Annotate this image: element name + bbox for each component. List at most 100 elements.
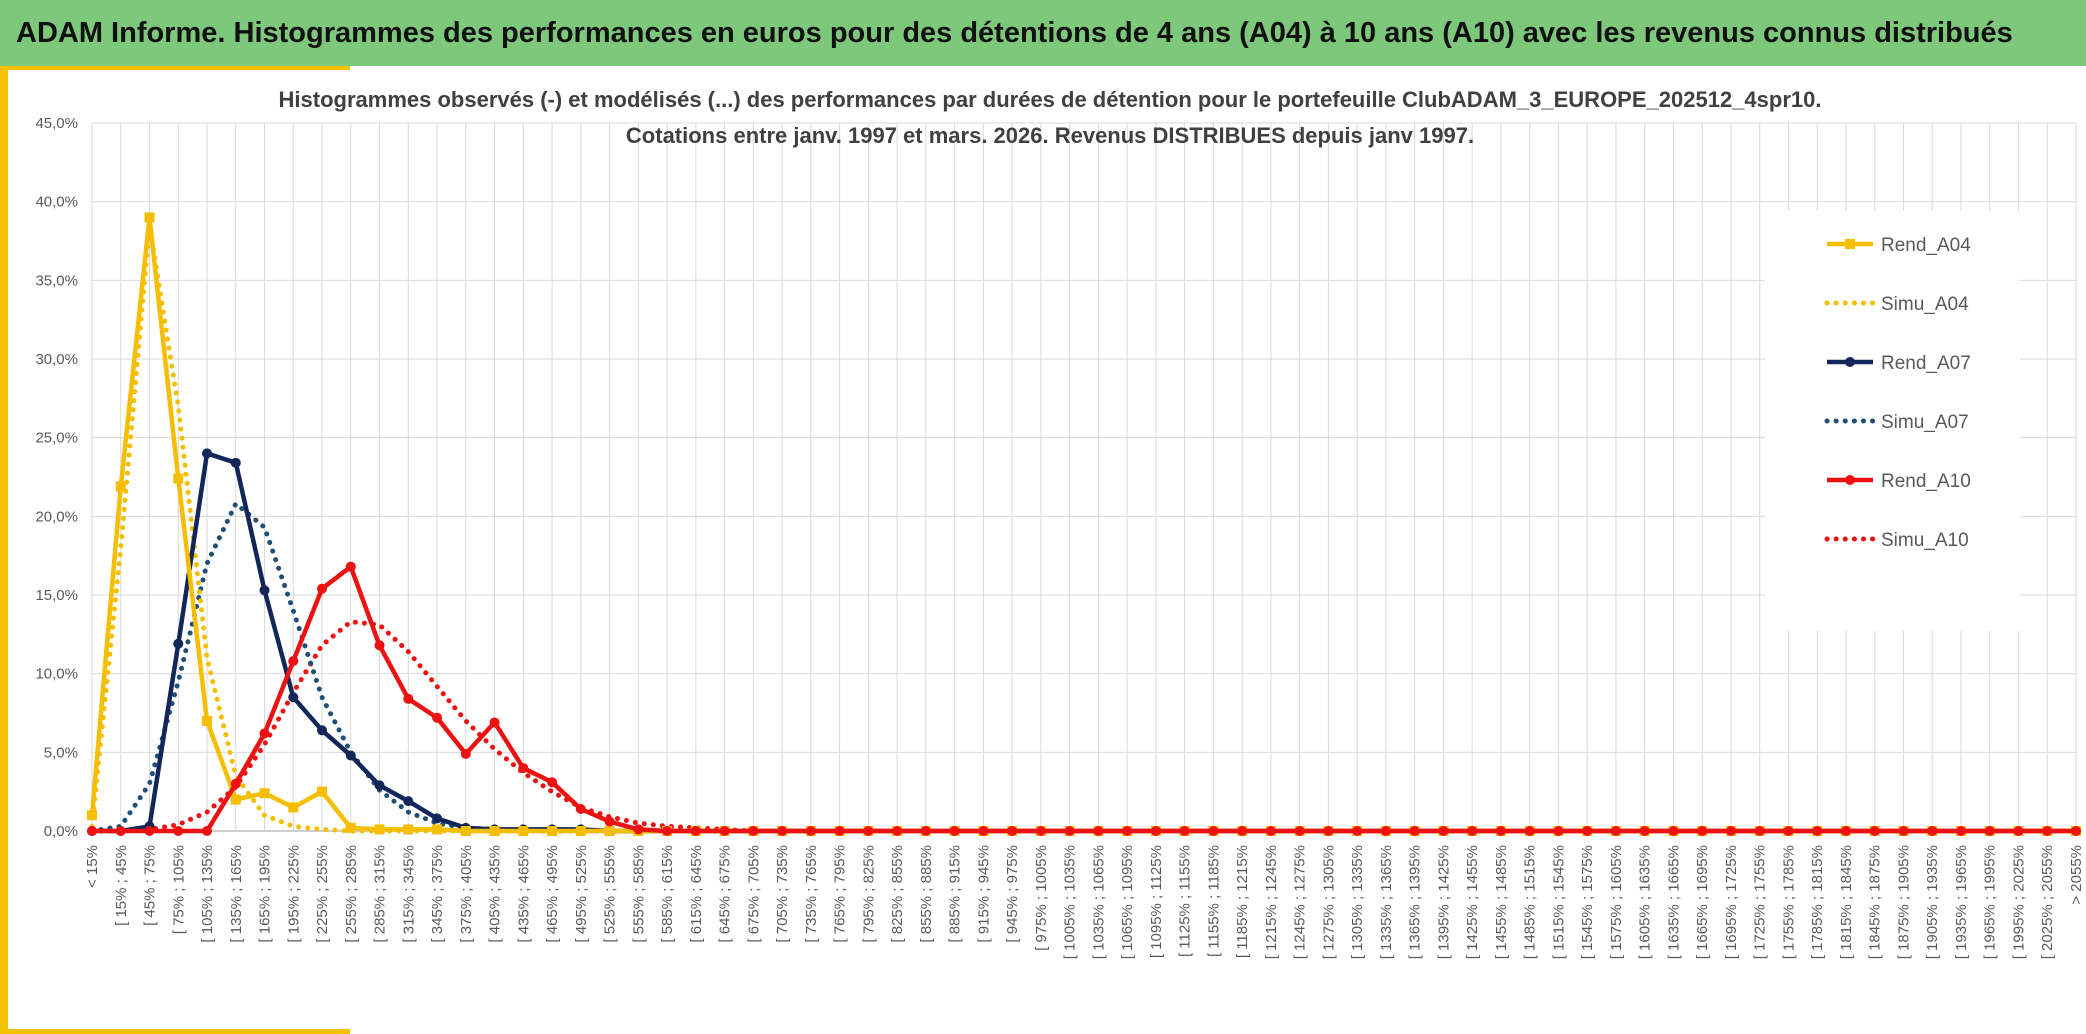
data-point — [690, 826, 701, 836]
x-tick-label: [ 225% ; 255% — [314, 845, 331, 943]
x-tick-label: [ 45% ; 75% — [142, 845, 159, 926]
x-tick-label: [ 1005% ; 1035% — [1062, 845, 1079, 959]
x-tick-label: [ 1185% ; 1215% — [1234, 845, 1251, 958]
accent-bar-bottom — [0, 1029, 350, 1034]
x-tick-label: [ 555% ; 585% — [630, 845, 647, 943]
data-point — [547, 826, 558, 836]
x-tick-label: [ 975% ; 1005% — [1033, 845, 1050, 951]
x-tick-label: [ 615% ; 645% — [688, 845, 705, 943]
data-point — [1812, 826, 1823, 836]
x-tick-label: [ 1335% ; 1365% — [1378, 845, 1395, 959]
data-point — [892, 826, 903, 836]
legend-marker — [1845, 239, 1855, 249]
x-tick-label: [ 1815% ; 1845% — [1838, 845, 1855, 959]
x-tick-label: [ 315% ; 345% — [400, 845, 417, 943]
x-tick-label: [ 705% ; 735% — [774, 845, 791, 943]
data-point — [1323, 826, 1334, 836]
data-point — [288, 656, 299, 667]
data-point — [777, 826, 788, 836]
x-tick-label: [ 915% ; 945% — [975, 845, 992, 943]
data-point — [202, 448, 213, 459]
x-tick-label: [ 1905% ; 1935% — [1924, 845, 1941, 959]
data-point — [374, 780, 385, 791]
data-point — [547, 777, 558, 788]
data-point — [173, 473, 184, 484]
legend: Rend_A04 Simu_A04 Rend_A07 Simu_A07 Rend_A10… — [1765, 211, 2020, 631]
data-point — [1122, 826, 1133, 836]
x-tick-label: [ 1755% ; 1785% — [1780, 845, 1797, 959]
data-point — [1668, 826, 1679, 836]
x-tick-label: [ 1455% ; 1485% — [1493, 845, 1510, 959]
data-point — [403, 824, 414, 835]
legend-label: Simu_A04 — [1881, 294, 1969, 315]
data-point — [460, 826, 471, 836]
x-tick-label: [ 1875% ; 1905% — [1895, 845, 1912, 959]
x-axis-ticks: < 15% [ 15% ; 45% [ 45% ; 75% [ 75% ; 105% [… — [84, 845, 2085, 959]
legend-background — [1765, 211, 2020, 631]
x-tick-label: [ 585% ; 615% — [659, 845, 676, 943]
data-point — [748, 826, 759, 836]
x-tick-label: [ 1035% ; 1065% — [1090, 845, 1107, 959]
x-tick-label: [ 1725% ; 1755% — [1752, 845, 1769, 959]
x-tick-label: [ 435% ; 465% — [515, 845, 532, 943]
x-tick-label: [ 495% ; 525% — [573, 845, 590, 943]
data-point — [202, 715, 213, 726]
data-point — [1869, 826, 1880, 836]
data-point — [432, 813, 443, 824]
chart-frame — [0, 66, 2086, 1034]
data-point — [1064, 826, 1075, 836]
data-point — [1093, 826, 1104, 836]
data-point — [1467, 826, 1478, 836]
data-point — [345, 822, 356, 833]
x-tick-label: [ 75% ; 105% — [170, 845, 187, 934]
data-point — [662, 826, 673, 836]
x-tick-label: [ 1785% ; 1815% — [1809, 845, 1826, 959]
x-tick-label: [ 1065% ; 1095% — [1119, 845, 1136, 959]
data-point — [1840, 826, 1851, 836]
legend-label: Simu_A10 — [1881, 530, 1969, 551]
x-tick-label: [ 1695% ; 1725% — [1723, 845, 1740, 959]
data-point — [1898, 826, 1909, 836]
x-tick-label: [ 255% ; 285% — [343, 845, 360, 943]
y-tick-label: 20,0% — [35, 508, 78, 525]
x-tick-label: [ 375% ; 405% — [458, 845, 475, 943]
data-point — [805, 826, 816, 836]
y-tick-label: 5,0% — [44, 744, 78, 761]
data-point — [173, 826, 184, 836]
data-point — [259, 788, 270, 799]
data-point — [1265, 826, 1276, 836]
series-line-simu-a10 — [89, 619, 2079, 834]
data-point — [374, 824, 385, 835]
data-point — [949, 826, 960, 836]
y-tick-label: 45,0% — [35, 115, 78, 132]
data-point — [1035, 826, 1046, 836]
data-point — [1208, 826, 1219, 836]
data-point — [432, 712, 443, 723]
legend-label: Rend_A07 — [1881, 353, 1971, 374]
data-point — [345, 561, 356, 572]
data-point — [403, 693, 414, 704]
legend-marker — [1845, 475, 1855, 485]
data-point — [2042, 826, 2053, 836]
x-tick-label: [ 1365% ; 1395% — [1407, 845, 1424, 959]
x-tick-label: [ 165% ; 195% — [257, 845, 274, 943]
data-point — [87, 810, 97, 821]
x-tick-label: [ 105% ; 135% — [199, 845, 216, 943]
x-tick-label: [ 1995% ; 2025% — [2010, 845, 2027, 959]
x-tick-label: [ 1125% ; 1155% — [1177, 845, 1194, 957]
x-tick-label: [ 135% ; 165% — [228, 845, 245, 943]
data-point — [1754, 826, 1765, 836]
x-tick-label: [ 1425% ; 1455% — [1464, 845, 1481, 959]
x-tick-label: [ 1845% ; 1875% — [1867, 845, 1884, 959]
data-point — [144, 826, 155, 836]
x-tick-label: [ 735% ; 765% — [803, 845, 820, 943]
data-point — [173, 638, 184, 649]
legend-label: Simu_A07 — [1881, 412, 1969, 433]
data-point — [1553, 826, 1564, 836]
data-point — [1380, 826, 1391, 836]
data-point — [1438, 826, 1449, 836]
data-point — [432, 824, 443, 835]
data-point — [317, 725, 328, 736]
y-tick-label: 10,0% — [35, 666, 78, 683]
x-tick-label: [ 645% ; 675% — [717, 845, 734, 943]
